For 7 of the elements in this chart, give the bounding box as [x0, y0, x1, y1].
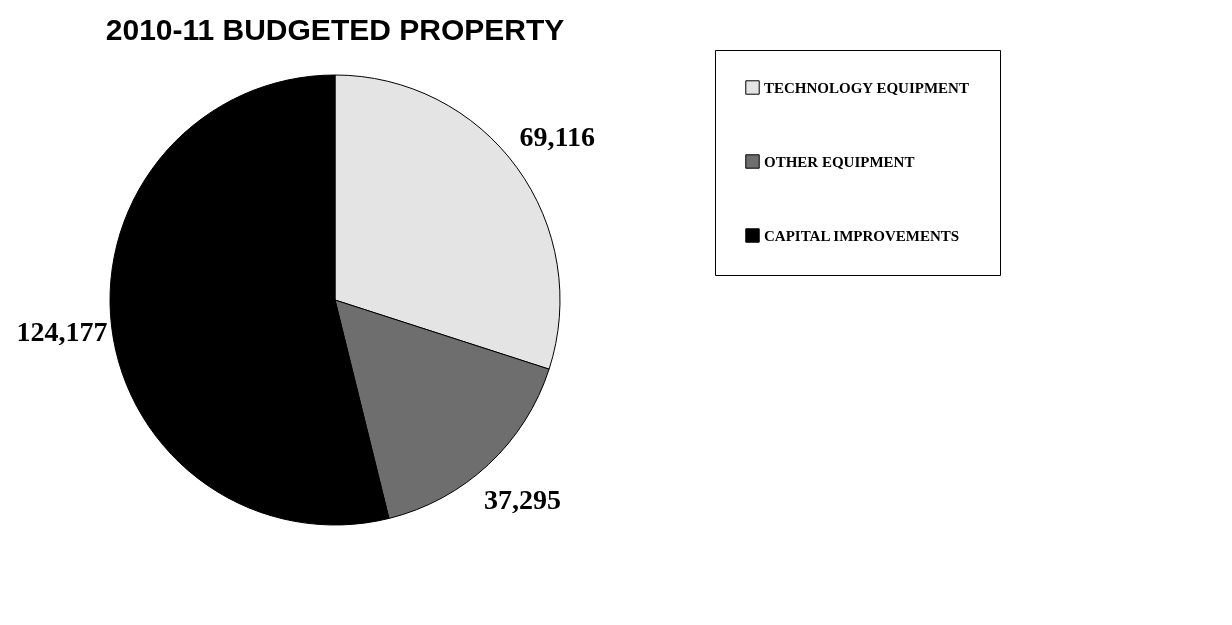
data-label: 124,177 [16, 316, 108, 348]
legend-label: OTHER EQUIPMENT [764, 153, 915, 170]
chart-title: 2010-11 BUDGETED PROPERTY [105, 12, 565, 46]
data-label: 69,116 [519, 121, 596, 153]
legend-label: TECHNOLOGY EQUIPMENT [764, 79, 969, 96]
data-label: 37,295 [483, 484, 561, 516]
legend-label: CAPITAL IMPROVEMENTS [764, 227, 960, 244]
